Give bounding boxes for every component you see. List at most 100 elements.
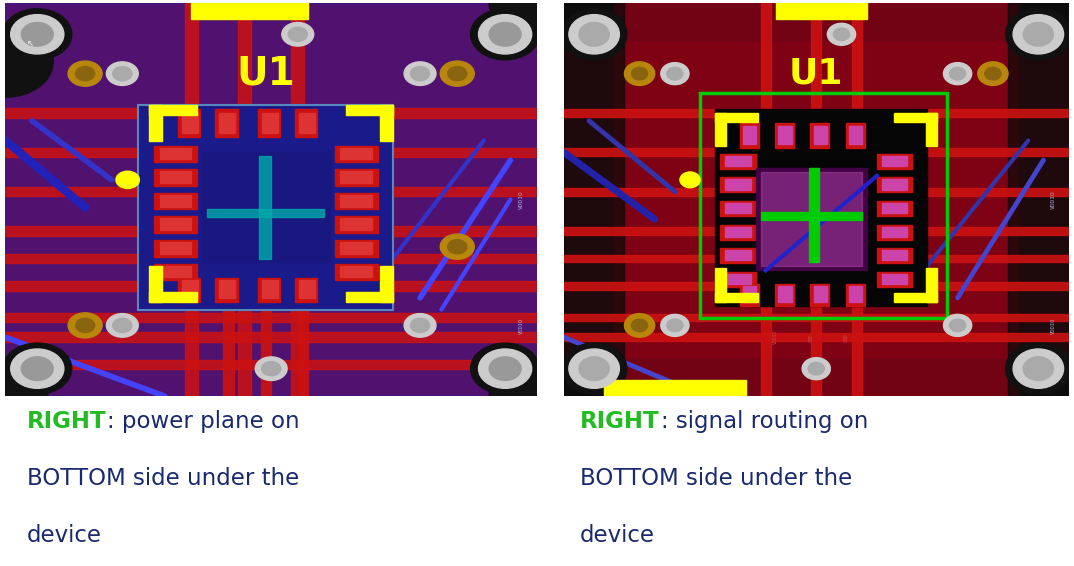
Circle shape	[113, 67, 132, 81]
Bar	[178, 278, 201, 302]
Circle shape	[489, 23, 521, 46]
Bar	[721, 201, 756, 216]
Bar	[335, 264, 378, 280]
Bar	[564, 333, 1069, 341]
Bar	[882, 203, 908, 213]
Bar	[335, 145, 378, 162]
Bar	[700, 93, 947, 318]
Bar	[876, 248, 912, 263]
Bar	[564, 42, 1069, 357]
Circle shape	[11, 349, 63, 388]
Text: GND: GND	[844, 333, 850, 341]
Circle shape	[0, 365, 48, 428]
Bar	[335, 216, 378, 233]
Bar	[299, 280, 315, 298]
Bar	[564, 109, 1069, 117]
Bar	[262, 113, 277, 132]
Circle shape	[281, 23, 314, 46]
Circle shape	[808, 362, 825, 375]
Circle shape	[667, 67, 683, 80]
Circle shape	[489, 357, 521, 380]
Bar	[614, 3, 1018, 396]
Bar	[721, 248, 756, 263]
Bar	[216, 278, 237, 302]
Bar	[5, 226, 537, 235]
Bar	[160, 171, 191, 183]
Circle shape	[21, 357, 54, 380]
Circle shape	[479, 15, 532, 54]
Circle shape	[106, 314, 139, 337]
Bar	[564, 227, 1069, 235]
Circle shape	[1024, 23, 1054, 46]
Bar	[926, 113, 938, 147]
Circle shape	[802, 358, 830, 380]
Bar	[895, 293, 938, 302]
Circle shape	[262, 362, 280, 376]
Circle shape	[448, 239, 467, 254]
Bar	[774, 284, 794, 306]
Bar	[182, 113, 198, 132]
Bar	[715, 293, 758, 302]
Bar	[895, 113, 938, 122]
Circle shape	[977, 62, 1008, 85]
Bar	[346, 105, 393, 115]
Circle shape	[562, 343, 627, 395]
Bar	[258, 109, 280, 136]
Bar	[160, 218, 191, 230]
Bar	[715, 113, 758, 122]
Circle shape	[661, 63, 690, 85]
Circle shape	[667, 319, 683, 332]
Bar	[725, 274, 751, 284]
Bar	[160, 265, 191, 277]
Bar	[721, 154, 756, 169]
Bar	[779, 126, 792, 144]
Text: device: device	[27, 524, 102, 547]
Text: BOTTOM side under the: BOTTOM side under the	[580, 467, 852, 490]
Circle shape	[440, 234, 475, 259]
Bar	[721, 225, 756, 239]
Bar	[809, 168, 818, 263]
Bar	[155, 169, 197, 186]
Bar	[340, 265, 373, 277]
Bar	[155, 240, 197, 256]
Bar	[882, 274, 908, 284]
Bar	[564, 314, 1069, 321]
Bar	[191, 0, 308, 19]
Bar	[155, 264, 197, 280]
Bar	[715, 113, 726, 147]
Bar	[743, 126, 756, 144]
Bar	[5, 281, 537, 291]
Bar	[605, 380, 745, 396]
Bar	[155, 145, 197, 162]
Circle shape	[440, 61, 475, 86]
Bar	[149, 105, 197, 115]
Bar	[740, 123, 758, 148]
Circle shape	[3, 8, 72, 60]
Circle shape	[569, 15, 620, 54]
Bar	[876, 272, 912, 287]
Circle shape	[1013, 15, 1063, 54]
Circle shape	[21, 23, 54, 46]
Circle shape	[479, 349, 532, 388]
Circle shape	[680, 172, 700, 188]
Text: BOTTOM side under the: BOTTOM side under the	[27, 467, 299, 490]
Circle shape	[827, 23, 856, 45]
Circle shape	[470, 343, 539, 395]
Bar	[814, 126, 827, 144]
Bar	[760, 172, 861, 267]
Text: device: device	[580, 524, 655, 547]
Circle shape	[470, 8, 539, 60]
Bar	[725, 250, 751, 260]
Circle shape	[579, 357, 609, 380]
Bar	[5, 187, 537, 196]
Circle shape	[68, 313, 102, 338]
Circle shape	[632, 319, 648, 332]
Bar	[185, 3, 198, 396]
Circle shape	[661, 314, 690, 336]
Circle shape	[569, 349, 620, 388]
Bar	[258, 278, 280, 302]
Bar	[810, 284, 829, 306]
Bar	[5, 313, 537, 322]
Bar	[380, 105, 393, 140]
Bar	[876, 201, 912, 216]
